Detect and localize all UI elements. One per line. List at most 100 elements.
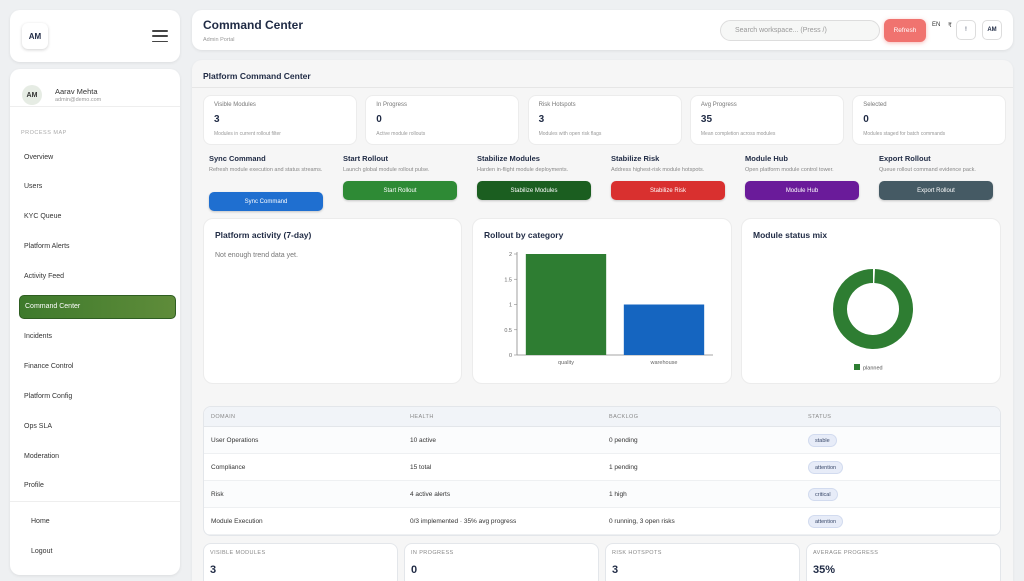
export-rollout-button[interactable]: Export Rollout xyxy=(879,181,993,200)
sidebar-item-platform-alerts[interactable]: Platform Alerts xyxy=(24,243,70,251)
col-status: STATUS xyxy=(808,414,832,420)
action-desc: Address highest-risk module hotspots. xyxy=(611,167,705,173)
summary-stat-value: 3 xyxy=(612,564,619,576)
activity-title: Platform activity (7-day) xyxy=(215,230,312,240)
action-stabilize-risk: Stabilize Risk Address highest-risk modul… xyxy=(611,154,737,174)
action-title: Start Rollout xyxy=(343,154,388,163)
avatar: AM xyxy=(22,85,42,105)
stat-card: Risk Hotspots 3 Modules with open risk fla… xyxy=(527,95,682,145)
hamburger-menu-icon[interactable] xyxy=(152,30,168,42)
sidebar-section-label: PROCESS MAP xyxy=(21,130,67,136)
app-logo: AM xyxy=(22,23,48,49)
header-avatar[interactable]: AM xyxy=(982,20,1002,40)
summary-stat-label: VISIBLE MODULES xyxy=(210,550,266,556)
stat-value: 3 xyxy=(538,114,545,125)
cell-domain: User Operations xyxy=(211,437,259,444)
sidebar-item-ops-sla[interactable]: Ops SLA xyxy=(24,422,53,430)
divider xyxy=(10,106,180,107)
cell-domain: Module Execution xyxy=(211,518,263,525)
stat-card: In Progress 0 Active module rollouts xyxy=(365,95,520,145)
sidebar-item-users[interactable]: Users xyxy=(24,183,43,191)
page-subtitle: Admin Portal xyxy=(203,37,235,43)
summary-stat-label: RISK HOTSPOTS xyxy=(612,550,662,556)
summary-stat-label: AVERAGE PROGRESS xyxy=(813,550,879,556)
action-title: Stabilize Risk xyxy=(611,154,660,163)
user-name: Aarav Mehta xyxy=(55,87,98,96)
table-row[interactable]: Risk 4 active alerts 1 high critical xyxy=(204,481,1000,508)
notification-button[interactable]: ! xyxy=(956,20,976,40)
x-tick-label: quality xyxy=(558,360,574,366)
action-desc: Refresh module execution and status stre… xyxy=(209,167,323,173)
main-panel: Platform Command Center Visible Modules 3… xyxy=(192,60,1013,581)
sidebar-item-kyc-queue[interactable]: KYC Queue xyxy=(24,213,62,221)
status-mix-title: Module status mix xyxy=(753,230,828,240)
sidebar-item-command-center[interactable]: Command Center xyxy=(19,294,176,319)
table-row[interactable]: Module Execution 0/3 implemented · 35% av… xyxy=(204,508,1000,535)
status-badge: attention xyxy=(808,515,844,528)
page-title: Command Center xyxy=(203,18,304,32)
summary-stat-card: VISIBLE MODULES 3 xyxy=(203,543,398,581)
stat-value: 0 xyxy=(863,114,869,125)
search-input[interactable]: Search workspace... (Press /) xyxy=(720,20,880,41)
status-badge: attention xyxy=(808,461,844,474)
stat-value: 3 xyxy=(214,114,220,125)
header: Command Center Admin Portal Search works… xyxy=(192,10,1013,50)
stat-value: 35 xyxy=(700,114,713,125)
sidebar-item-logout[interactable]: Logout xyxy=(31,547,53,555)
action-desc: Harden in-flight module deployments. xyxy=(477,167,569,173)
sidebar-item-moderation[interactable]: Moderation xyxy=(24,452,60,460)
activity-empty-text: Not enough trend data yet. xyxy=(215,252,298,259)
action-title: Sync Command xyxy=(209,154,266,163)
summary-stat-value: 0 xyxy=(411,564,418,576)
bar-warehouse[interactable] xyxy=(623,304,705,356)
sidebar-item-overview[interactable]: Overview xyxy=(24,153,54,161)
status-badge: critical xyxy=(808,488,838,501)
sidebar-item-activity-feed[interactable]: Activity Feed xyxy=(24,273,65,281)
sidebar-item-finance-control[interactable]: Finance Control xyxy=(24,362,74,370)
stat-value: 0 xyxy=(376,114,382,125)
legend-label: planned xyxy=(863,366,883,372)
currency-selector[interactable]: ₹ xyxy=(948,23,952,29)
sidebar-item-profile[interactable]: Profile xyxy=(24,482,44,490)
user-email: admin@demo.com xyxy=(55,97,102,103)
module-hub-button[interactable]: Module Hub xyxy=(745,181,859,200)
stat-label: Avg Progress xyxy=(700,102,737,108)
stat-label: Visible Modules xyxy=(214,102,256,108)
table-row[interactable]: User Operations 10 active 0 pending stable xyxy=(204,427,1000,454)
status-donut-chart: planned xyxy=(833,269,913,372)
col-backlog: BACKLOG xyxy=(609,414,639,420)
refresh-button[interactable]: Refresh xyxy=(884,19,926,42)
x-tick-label: warehouse xyxy=(650,360,678,366)
start-rollout-button[interactable]: Start Rollout xyxy=(343,181,457,200)
legend-swatch xyxy=(854,364,860,370)
slice-planned[interactable] xyxy=(833,269,913,349)
bar-quality[interactable] xyxy=(525,254,607,355)
stat-label: Selected xyxy=(863,102,887,108)
cell-backlog: 0 running, 3 open risks xyxy=(609,518,675,525)
sync-command-button[interactable]: Sync Command xyxy=(209,192,323,211)
status-badge: stable xyxy=(808,434,837,447)
summary-stat-card: IN PROGRESS 0 xyxy=(404,543,599,581)
rollout-card: Rollout by category 0 0.5 1 1.5 2 quality ware… xyxy=(472,218,732,384)
sidebar-item-incidents[interactable]: Incidents xyxy=(24,332,53,340)
summary-stat-value: 35% xyxy=(813,564,836,576)
sidebar-item-home[interactable]: Home xyxy=(31,517,50,525)
action-desc: Launch global module rollout pulse. xyxy=(343,167,430,173)
brand-panel: AM xyxy=(10,10,180,62)
cell-backlog: 0 pending xyxy=(609,437,638,444)
stabilize-risk-button[interactable]: Stabilize Risk xyxy=(611,181,725,200)
stabilize-modules-button[interactable]: Stabilize Modules xyxy=(477,181,591,200)
action-stabilize-modules: Stabilize Modules Harden in-flight module… xyxy=(477,154,603,174)
language-selector[interactable]: EN xyxy=(932,22,941,28)
y-tick-label: 0.5 xyxy=(504,328,512,334)
stat-hint: Modules with open risk flags xyxy=(538,131,602,137)
cell-backlog: 1 high xyxy=(609,491,627,498)
stat-hint: Mean completion across modules xyxy=(700,131,776,137)
stat-hint: Modules staged for batch commands xyxy=(863,131,946,137)
domain-table: DOMAIN HEALTH BACKLOG STATUS User Operat… xyxy=(203,406,1001,536)
table-row[interactable]: Compliance 15 total 1 pending attention xyxy=(204,454,1000,481)
user-profile[interactable]: AM Aarav Mehta admin@demo.com xyxy=(20,77,170,113)
cell-domain: Risk xyxy=(211,491,224,498)
sidebar-item-platform-config[interactable]: Platform Config xyxy=(24,392,73,400)
section-title: Platform Command Center xyxy=(203,71,311,81)
